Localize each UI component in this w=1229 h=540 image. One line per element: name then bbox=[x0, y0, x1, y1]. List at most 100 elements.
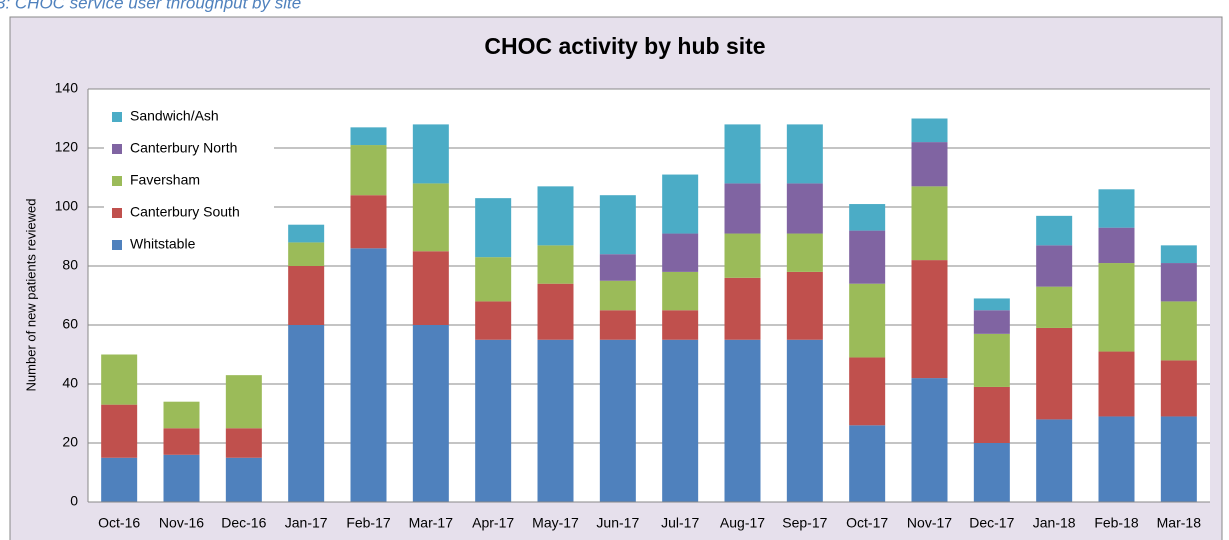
legend-swatch bbox=[112, 144, 122, 154]
x-tick-label: Dec-17 bbox=[969, 515, 1014, 531]
bar-segment bbox=[599, 254, 636, 281]
bar-segment bbox=[911, 142, 948, 187]
legend-label: Sandwich/Ash bbox=[130, 108, 219, 124]
bar-segment bbox=[662, 310, 699, 340]
y-tick-label: 40 bbox=[62, 375, 78, 391]
bar-segment bbox=[288, 325, 325, 502]
bar-segment bbox=[1036, 245, 1073, 287]
bar-segment bbox=[1160, 245, 1197, 264]
x-tick-label: Jun-17 bbox=[596, 515, 639, 531]
bar-segment bbox=[475, 339, 512, 502]
bar-segment bbox=[101, 404, 138, 458]
bar-segment bbox=[163, 401, 200, 429]
bar-segment bbox=[412, 325, 449, 502]
bar-segment bbox=[288, 266, 325, 325]
bar-segment bbox=[1036, 286, 1073, 328]
bar-segment bbox=[724, 124, 761, 184]
y-tick-label: 80 bbox=[62, 257, 78, 273]
bar-segment bbox=[786, 183, 823, 234]
x-tick-label: Oct-16 bbox=[98, 515, 140, 531]
legend-swatch bbox=[112, 240, 122, 250]
chart-title: CHOC activity by hub site bbox=[484, 33, 765, 59]
bar-segment bbox=[973, 386, 1010, 443]
bar-segment bbox=[1036, 215, 1073, 246]
x-tick-label: Nov-16 bbox=[159, 515, 204, 531]
bar-segment bbox=[849, 204, 886, 231]
bar-segment bbox=[911, 260, 948, 379]
bar-segment bbox=[849, 283, 886, 358]
bar-segment bbox=[849, 425, 886, 502]
bar-segment bbox=[350, 195, 387, 249]
bar-segment bbox=[1036, 419, 1073, 502]
bar-segment bbox=[1098, 227, 1135, 264]
x-tick-label: Jan-18 bbox=[1033, 515, 1076, 531]
bar-segment bbox=[599, 280, 636, 311]
bar-segment bbox=[412, 251, 449, 325]
legend-swatch bbox=[112, 208, 122, 218]
x-tick-label: Dec-16 bbox=[221, 515, 266, 531]
bar-segment bbox=[225, 375, 262, 429]
bar-segment bbox=[973, 333, 1010, 387]
bar-segment bbox=[350, 248, 387, 502]
bar-segment bbox=[973, 298, 1010, 311]
caption: 3: CHOC service user throughput by site bbox=[0, 0, 301, 12]
y-axis-label: Number of new patients reviewed bbox=[23, 199, 38, 392]
legend-label: Faversham bbox=[130, 172, 200, 188]
bar-segment bbox=[475, 301, 512, 340]
bar-segment bbox=[786, 271, 823, 340]
bar-segment bbox=[973, 443, 1010, 502]
bar-segment bbox=[786, 233, 823, 272]
bar-segment bbox=[599, 339, 636, 502]
bar-segment bbox=[849, 357, 886, 426]
bar-segment bbox=[1098, 416, 1135, 502]
bar-segment bbox=[101, 457, 138, 502]
x-tick-label: Mar-17 bbox=[409, 515, 454, 531]
x-tick-label: Feb-17 bbox=[346, 515, 391, 531]
bar-segment bbox=[1098, 189, 1135, 228]
y-tick-label: 100 bbox=[55, 198, 79, 214]
x-tick-label: Feb-18 bbox=[1094, 515, 1139, 531]
bar-segment bbox=[911, 186, 948, 261]
bar-segment bbox=[662, 174, 699, 234]
bar-segment bbox=[1160, 263, 1197, 302]
bar-segment bbox=[786, 339, 823, 502]
bar-segment bbox=[537, 245, 574, 284]
bar-segment bbox=[288, 224, 325, 243]
x-tick-label: Mar-18 bbox=[1157, 515, 1202, 531]
y-tick-label: 0 bbox=[70, 493, 78, 509]
legend-swatch bbox=[112, 176, 122, 186]
legend-box bbox=[104, 100, 274, 260]
x-tick-label: Sep-17 bbox=[782, 515, 827, 531]
legend-swatch bbox=[112, 112, 122, 122]
bar-segment bbox=[662, 233, 699, 272]
bar-segment bbox=[1036, 327, 1073, 420]
bar-segment bbox=[724, 233, 761, 278]
x-tick-label: Jul-17 bbox=[661, 515, 699, 531]
bar-segment bbox=[599, 195, 636, 255]
x-tick-label: Apr-17 bbox=[472, 515, 514, 531]
bar-segment bbox=[1160, 416, 1197, 502]
bar-segment bbox=[537, 283, 574, 340]
bar-segment bbox=[973, 310, 1010, 334]
bar-segment bbox=[225, 457, 262, 502]
legend-label: Canterbury North bbox=[130, 140, 237, 156]
bar-segment bbox=[475, 198, 512, 258]
bar-segment bbox=[724, 277, 761, 340]
x-tick-label: Aug-17 bbox=[720, 515, 765, 531]
bar-segment bbox=[1098, 351, 1135, 417]
bar-segment bbox=[350, 145, 387, 196]
x-tick-label: May-17 bbox=[532, 515, 579, 531]
bar-segment bbox=[662, 271, 699, 311]
bar-segment bbox=[350, 127, 387, 146]
bar-segment bbox=[163, 454, 200, 502]
bar-segment bbox=[1160, 360, 1197, 417]
bar-segment bbox=[599, 310, 636, 340]
bar-segment bbox=[1098, 263, 1135, 352]
bar-segment bbox=[786, 124, 823, 184]
bar-segment bbox=[724, 339, 761, 502]
bar-segment bbox=[225, 428, 262, 458]
bar-segment bbox=[911, 378, 948, 502]
bar-segment bbox=[288, 242, 325, 266]
y-tick-label: 140 bbox=[55, 80, 79, 96]
